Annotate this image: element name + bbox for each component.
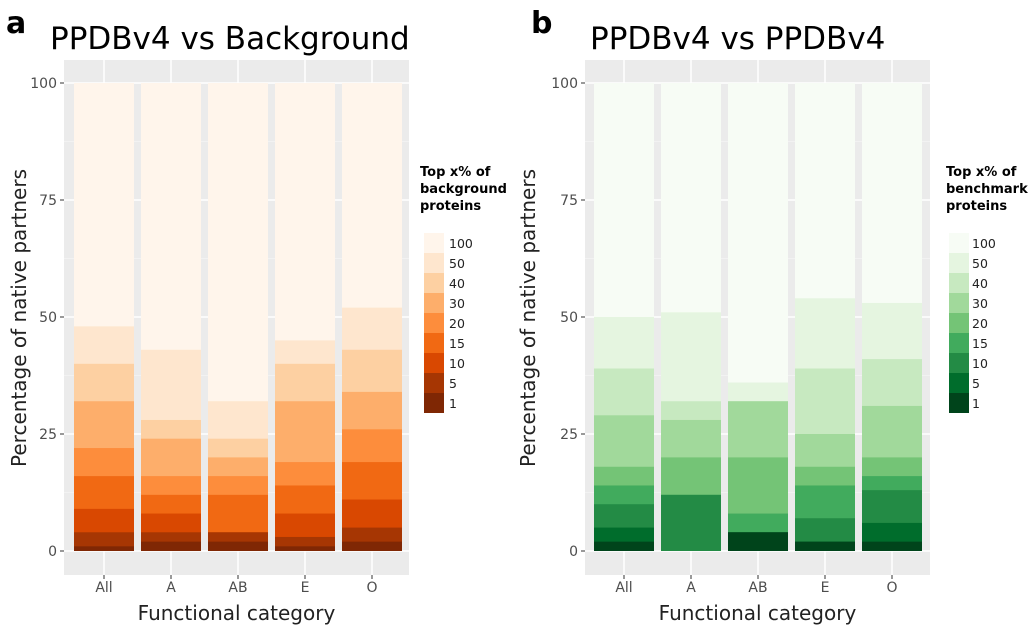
y-tick-label: 50	[39, 310, 57, 326]
legend-swatch	[424, 293, 444, 313]
y-axis-title: Percentage of native partners	[7, 169, 31, 467]
legend-swatch	[949, 253, 969, 273]
x-tick-label: A	[166, 580, 176, 596]
y-tick-label: 75	[39, 193, 57, 209]
legend-label: 50	[972, 256, 988, 271]
x-tick-label: AB	[228, 580, 247, 596]
legend-label: 20	[449, 316, 465, 331]
legend-swatch	[949, 353, 969, 373]
bar-segment	[208, 541, 268, 551]
legend: Top x% ofbackgroundproteins1005040302015…	[420, 165, 507, 413]
panel-letter: a	[6, 6, 26, 41]
legend-swatch	[949, 373, 969, 393]
bar-segment	[795, 541, 855, 551]
legend-label: 5	[449, 376, 457, 391]
legend-swatch	[424, 253, 444, 273]
legend-label: 5	[972, 376, 980, 391]
x-axis-title: Functional category	[659, 601, 857, 625]
legend-title-line: Top x% of	[946, 165, 1017, 180]
legend-title-line: background	[420, 182, 507, 197]
legend-swatch	[424, 393, 444, 413]
legend-label: 40	[972, 276, 988, 291]
y-tick-label: 0	[48, 544, 57, 560]
legend-label: 20	[972, 316, 988, 331]
bar-segment	[275, 546, 335, 551]
bar-segment	[74, 546, 134, 551]
x-tick-label: All	[95, 580, 112, 596]
legend-title-line: proteins	[420, 199, 481, 214]
y-tick-label: 25	[560, 427, 578, 443]
chart-title: PPDBv4 vs Background	[50, 21, 410, 57]
legend-label: 40	[449, 276, 465, 291]
legend-label: 10	[449, 356, 465, 371]
legend-label: 1	[972, 396, 980, 411]
legend-label: 100	[449, 236, 473, 251]
y-tick-label: 25	[39, 427, 57, 443]
legend-swatch	[424, 353, 444, 373]
legend-label: 1	[449, 396, 457, 411]
x-tick-label: O	[366, 580, 377, 596]
x-tick-label: E	[301, 580, 310, 596]
legend-swatch	[949, 233, 969, 253]
x-tick-label: All	[615, 580, 632, 596]
legend-label: 50	[449, 256, 465, 271]
legend-swatch	[424, 373, 444, 393]
chart-panel-b: b PPDBv4 vs PPDBv4 0 25 50 75 100 All A AB E O Funct…	[516, 6, 1028, 625]
bar-segment	[594, 541, 654, 551]
legend: Top x% ofbenchmarkproteins10050403020151…	[946, 165, 1028, 413]
legend-title-line: Top x% of	[420, 165, 491, 180]
legend-swatch	[424, 273, 444, 293]
bar-segment	[661, 494, 721, 551]
legend-label: 15	[449, 336, 465, 351]
y-tick-label: 0	[569, 544, 578, 560]
y-axis-title: Percentage of native partners	[516, 169, 540, 467]
legend-label: 15	[972, 336, 988, 351]
bar-segment	[342, 541, 402, 551]
y-tick-label: 100	[551, 76, 578, 92]
legend-swatch	[949, 293, 969, 313]
legend-title-line: proteins	[946, 199, 1007, 214]
legend-swatch	[424, 233, 444, 253]
panel-letter: b	[531, 6, 552, 41]
bar-segment	[141, 541, 201, 551]
chart-panel-a: a PPDBv4 vs Background 0 25 50 75 100 All A AB E O F…	[6, 6, 507, 625]
x-tick-label: O	[886, 580, 897, 596]
legend-label: 30	[972, 296, 988, 311]
legend-swatch	[949, 333, 969, 353]
y-tick-label: 50	[560, 310, 578, 326]
legend-swatch	[424, 313, 444, 333]
legend-label: 10	[972, 356, 988, 371]
legend-swatch	[949, 273, 969, 293]
x-tick-label: E	[821, 580, 830, 596]
y-tick-label: 100	[30, 76, 57, 92]
y-tick-label: 75	[560, 193, 578, 209]
chart-title: PPDBv4 vs PPDBv4	[590, 21, 885, 57]
x-axis-title: Functional category	[138, 601, 336, 625]
legend-swatch	[424, 333, 444, 353]
legend-swatch	[949, 313, 969, 333]
legend-label: 30	[449, 296, 465, 311]
x-tick-label: A	[686, 580, 696, 596]
bar-segment	[728, 532, 788, 551]
bar-segment	[862, 541, 922, 551]
x-tick-label: AB	[748, 580, 767, 596]
legend-label: 100	[972, 236, 996, 251]
legend-title-line: benchmark	[946, 182, 1028, 197]
legend-swatch	[949, 393, 969, 413]
